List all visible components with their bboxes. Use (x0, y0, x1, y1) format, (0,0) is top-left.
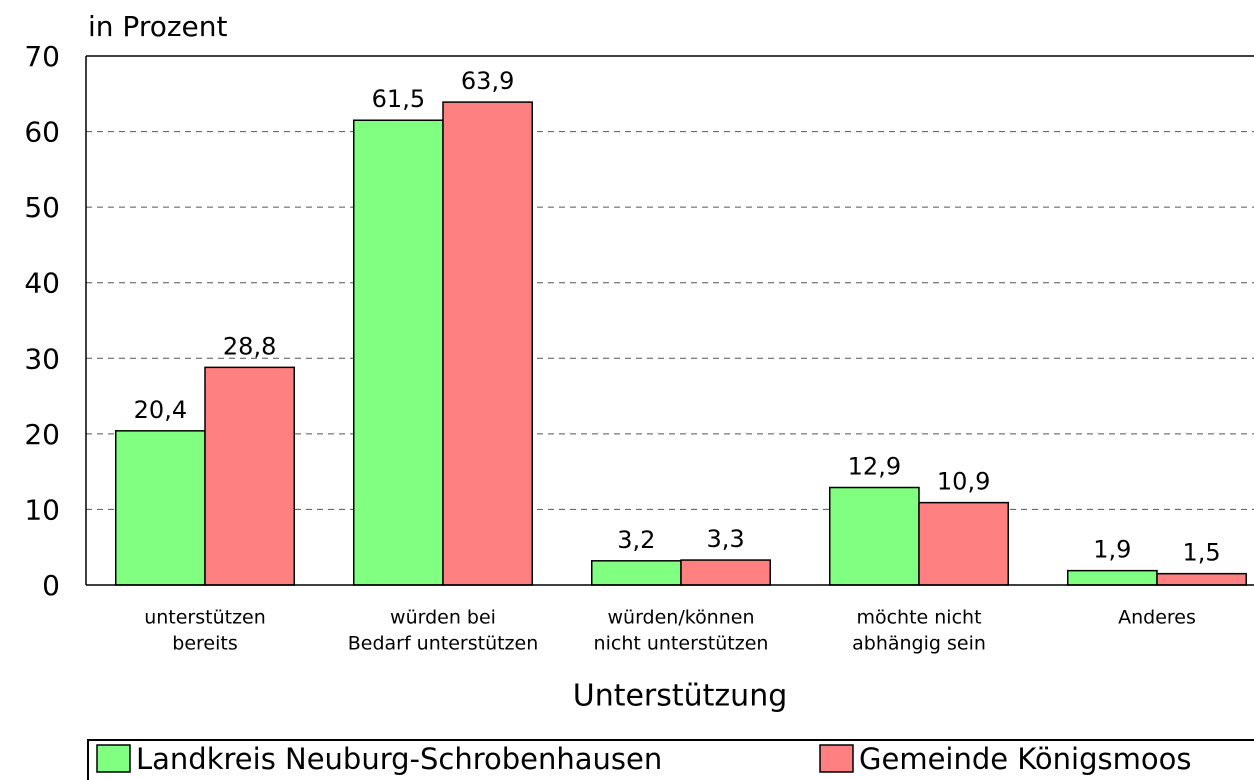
legend-box (87, 739, 1254, 780)
value-label: 10,9 (937, 468, 990, 496)
y-tick-label: 10 (24, 493, 60, 526)
bar (1156, 572, 1247, 586)
value-label: 1,5 (1183, 539, 1221, 567)
bar (918, 501, 1009, 586)
value-label: 1,9 (1093, 536, 1131, 564)
legend-label: Gemeinde Königsmoos (859, 742, 1191, 776)
legend-swatch (819, 744, 854, 773)
value-label: 3,3 (707, 525, 745, 553)
y-tick-label: 30 (24, 342, 60, 375)
y-tick-label: 50 (24, 191, 60, 224)
value-label: 63,9 (461, 67, 514, 95)
x-axis-label: Unterstützung (573, 679, 788, 714)
value-label: 20,4 (134, 396, 187, 424)
value-label: 61,5 (372, 85, 425, 113)
bar (829, 486, 920, 586)
value-label: 12,9 (848, 453, 901, 481)
value-label: 28,8 (223, 332, 276, 360)
bar (1067, 569, 1158, 586)
x-tick-label: abhängig sein (852, 633, 986, 655)
legend-label: Landkreis Neuburg-Schrobenhausen (136, 742, 662, 776)
bar (204, 366, 295, 586)
bar (353, 119, 444, 586)
y-tick-label: 20 (24, 418, 60, 451)
y-tick-label: 0 (42, 569, 60, 602)
bar (591, 560, 682, 586)
x-tick-label: Anderes (1118, 607, 1196, 629)
x-tick-label: bereits (172, 633, 237, 655)
y-tick-label: 60 (24, 116, 60, 149)
y-tick-label: 70 (24, 40, 60, 73)
legend-swatch (96, 744, 131, 773)
y-axis-label: in Prozent (88, 10, 228, 43)
y-tick-label: 40 (24, 267, 60, 300)
x-tick-label: Bedarf unterstützen (348, 633, 539, 655)
bar (442, 101, 533, 586)
bar (680, 559, 771, 586)
x-tick-label: möchte nicht (856, 607, 981, 629)
x-tick-label: nicht unterstützen (594, 633, 769, 655)
x-tick-label: würden bei (390, 607, 496, 629)
x-tick-label: würden/können (607, 607, 754, 629)
bar (115, 430, 206, 586)
value-label: 3,2 (617, 526, 655, 554)
x-tick-label: unterstützen (144, 607, 266, 629)
